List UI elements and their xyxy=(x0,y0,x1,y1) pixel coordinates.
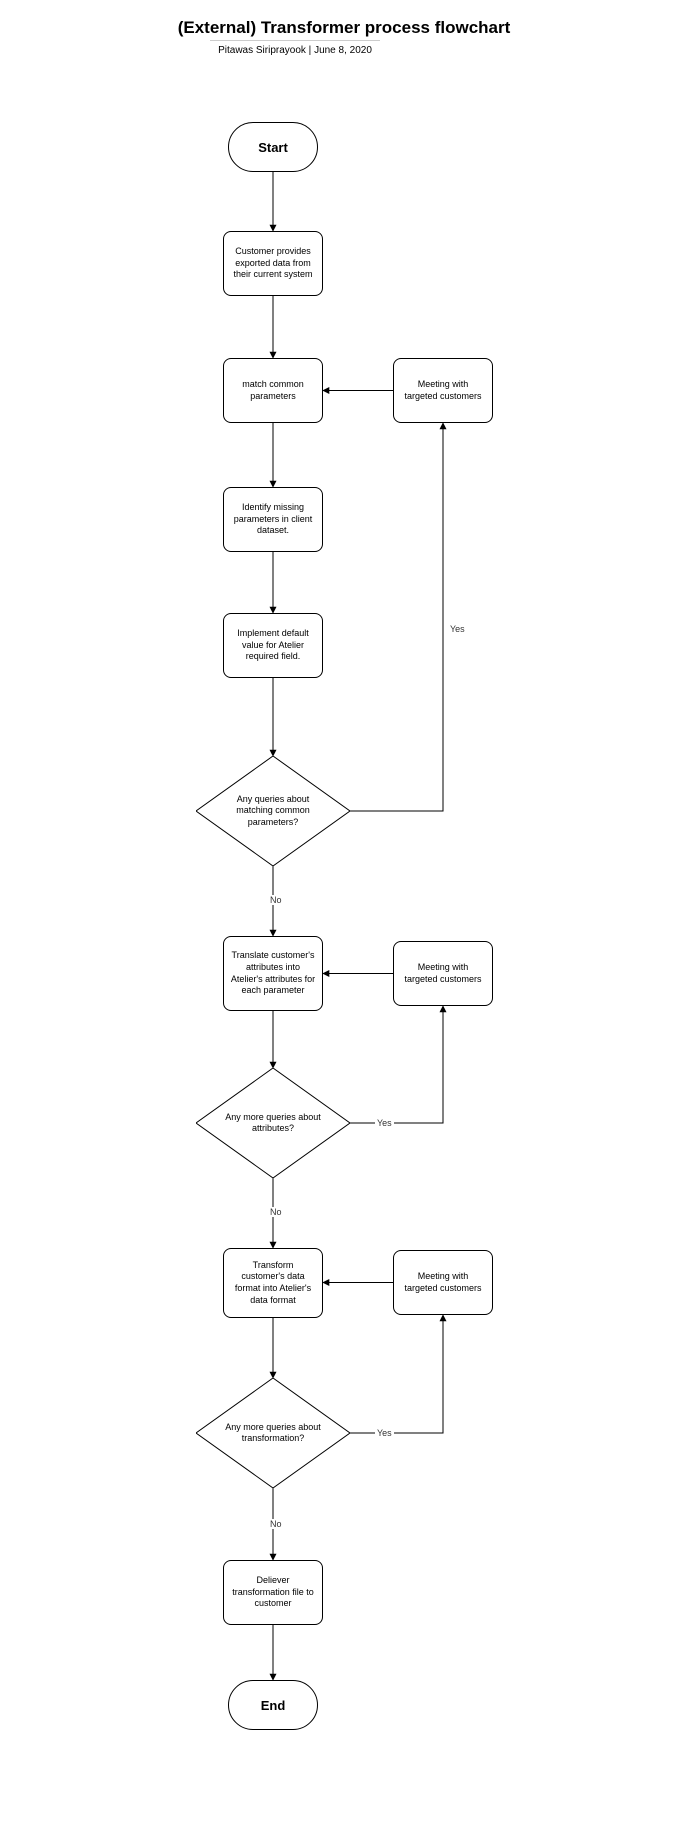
edge-label: No xyxy=(268,1519,284,1529)
edge-label: No xyxy=(268,895,284,905)
page-title: (External) Transformer process flowchart xyxy=(0,18,688,38)
process-node: Meeting with targeted customers xyxy=(393,1250,493,1315)
edge-label: No xyxy=(268,1207,284,1217)
connector-layer xyxy=(0,0,688,1834)
process-node: Meeting with targeted customers xyxy=(393,358,493,423)
decision-node: Any more queries about transformation? xyxy=(196,1378,350,1488)
process-node: Deliever transformation file to customer xyxy=(223,1560,323,1625)
node-label: Any more queries about attributes? xyxy=(219,1112,327,1135)
process-node: Transform customer's data format into At… xyxy=(223,1248,323,1318)
author-name: Pitawas Siriprayook xyxy=(218,45,306,56)
subtitle-separator: | xyxy=(306,45,314,56)
edge-label: Yes xyxy=(375,1118,394,1128)
edge-label: Yes xyxy=(448,624,467,634)
process-node: Implement default value for Atelier requ… xyxy=(223,613,323,678)
process-node: match common parameters xyxy=(223,358,323,423)
node-label: Any queries about matching common parame… xyxy=(219,794,327,828)
decision-node: Any more queries about attributes? xyxy=(196,1068,350,1178)
flowchart-canvas: (External) Transformer process flowchart… xyxy=(0,0,688,1834)
process-node: Meeting with targeted customers xyxy=(393,941,493,1006)
terminator-node: End xyxy=(228,1680,318,1730)
edge-label: Yes xyxy=(375,1428,394,1438)
page-subtitle: Pitawas Siriprayook | June 8, 2020 xyxy=(210,40,380,56)
node-label: Any more queries about transformation? xyxy=(219,1422,327,1445)
decision-node: Any queries about matching common parame… xyxy=(196,756,350,866)
process-node: Customer provides exported data from the… xyxy=(223,231,323,296)
process-node: Identify missing parameters in client da… xyxy=(223,487,323,552)
document-date: June 8, 2020 xyxy=(314,45,372,56)
process-node: Translate customer's attributes into Ate… xyxy=(223,936,323,1011)
terminator-node: Start xyxy=(228,122,318,172)
